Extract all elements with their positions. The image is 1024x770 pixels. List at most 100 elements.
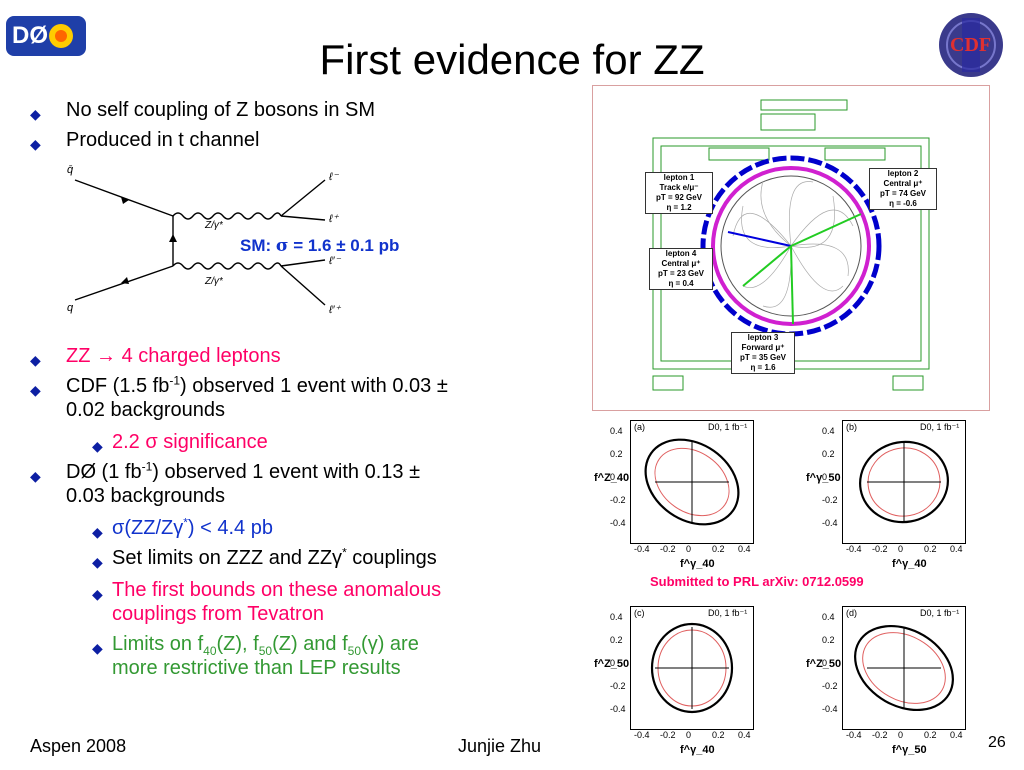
coup-text-a: Set limits on ZZZ and ZZγ: [112, 547, 343, 569]
zz-text: ZZ: [66, 345, 91, 367]
limit-text-b: ) < 4.4 pb: [187, 517, 273, 539]
subbullet-cdf-significance: ◆ 2.2 σ significance: [92, 430, 268, 454]
x-tick-label: 0: [898, 544, 904, 554]
y-tick-label: 0: [610, 472, 616, 482]
diamond-icon: ◆: [30, 136, 41, 152]
d0-sup: -1: [141, 459, 153, 474]
y-tick-label: 0.4: [822, 426, 835, 436]
slide-title: First evidence for ZZ: [319, 36, 705, 83]
x-tick-label: -0.4: [846, 730, 862, 740]
coup-text-b: couplings: [346, 547, 437, 569]
x-tick-label: 0.4: [738, 730, 751, 740]
lepton1-line: η = 1.2: [666, 203, 692, 212]
y-tick-label: -0.4: [822, 704, 838, 714]
lim-sub-2: 50: [258, 644, 273, 658]
x-tick-label: 0.2: [924, 544, 937, 554]
plot-frame: [630, 606, 754, 730]
diamond-icon: ◆: [30, 106, 41, 122]
lepton3-line: pT = 35 GeV: [739, 353, 787, 362]
subbullet-set-limits: ◆ Set limits on ZZZ and ZZγ* couplings: [92, 546, 437, 570]
cdf-logo-text: CDF: [950, 34, 992, 56]
feynman-label-boson1: Z/γ*: [205, 220, 223, 231]
x-tick-label: 0.2: [924, 730, 937, 740]
lepton4-line: lepton 4: [665, 249, 697, 258]
y-tick-label: 0.4: [822, 612, 835, 622]
x-tick-label: -0.4: [634, 544, 650, 554]
y-tick-label: 0.4: [610, 612, 623, 622]
feynman-label-lminus: ℓ⁻: [329, 171, 339, 183]
plot-tag: (b): [846, 422, 857, 432]
submitted-note: Submitted to PRL arXiv: 0712.0599: [650, 574, 864, 589]
y-tick-label: 0.2: [610, 635, 623, 645]
plot-tag: (d): [846, 608, 857, 618]
bullet-text: No self coupling of Z bosons in SM: [66, 99, 376, 121]
diamond-icon: ◆: [92, 586, 103, 602]
feynman-label-q: q: [67, 302, 74, 314]
d0-logo: DØ: [6, 10, 86, 62]
x-tick-label: -0.2: [660, 730, 676, 740]
lepton2-line: η = -0.6: [889, 199, 917, 208]
plot-ylabel: f^γ_50: [806, 472, 841, 484]
diamond-icon: ◆: [30, 382, 41, 398]
x-tick-label: -0.2: [660, 544, 676, 554]
diamond-icon: ◆: [92, 524, 103, 540]
plot-ylabel: f^Z_50: [594, 658, 630, 670]
y-tick-label: -0.4: [610, 704, 626, 714]
limit-plot-panel: (c) D0, 1 fb⁻¹ f^Z_50 f^γ_40 -0.4 -0.4 -0.2 -0.…: [590, 598, 790, 770]
cdf-text-b: ) observed 1 event with 0.03 ±: [180, 375, 448, 397]
y-tick-label: -0.4: [822, 518, 838, 528]
plot-xlabel: f^γ_40: [892, 558, 927, 570]
x-tick-label: -0.2: [872, 730, 888, 740]
bullet-t-channel: ◆ Produced in t channel: [30, 128, 259, 152]
page-number: 26: [988, 734, 1006, 751]
y-tick-label: 0.2: [822, 635, 835, 645]
d0-text-c: 0.03 backgrounds: [66, 485, 226, 507]
first-text-a: The first bounds on these anomalous: [112, 579, 442, 601]
y-tick-label: 0: [822, 472, 828, 482]
limit-plot-panel: (d) D0, 1 fb⁻¹ f^Z_50 f^γ_50 -0.4 -0.4 -0.2 -0.…: [802, 598, 1002, 770]
feynman-diagram: q̄ q ℓ⁻ ℓ⁺ ℓ′⁻ ℓ′⁺ Z/γ* Z/γ*: [55, 160, 365, 320]
plot-xlabel: f^γ_50: [892, 744, 927, 756]
feynman-label-lprime-minus: ℓ′⁻: [329, 255, 341, 267]
y-tick-label: 0.4: [610, 426, 623, 436]
lepton2-line: lepton 2: [887, 169, 919, 178]
limit-plot-panel: (b) D0, 1 fb⁻¹ f^γ_50 f^γ_40 -0.4 -0.4 -0.2 -0.…: [802, 412, 1002, 584]
plot-frame: [630, 420, 754, 544]
lepton2-box: lepton 2 Central μ⁺ pT = 74 GeV η = -0.6: [869, 168, 937, 210]
coupling-limit-plots: (a) D0, 1 fb⁻¹ f^Z_40 f^γ_40 -0.4 -0.4 -0.2 -0.…: [590, 412, 1010, 768]
subbullet-first-bounds: ◆ The first bounds on these anomalous co…: [92, 578, 562, 626]
y-tick-label: -0.2: [610, 495, 626, 505]
cdf-event-display: lepton 1 Track e/μ⁻ pT = 92 GeV η = 1.2 …: [592, 85, 990, 411]
subbullet-lep-limits: ◆ Limits on f40(Z), f50(Z) and f50(γ) ar…: [92, 632, 562, 680]
lepton2-line: Central μ⁺: [883, 179, 923, 188]
lepton3-box: lepton 3 Forward μ⁺ pT = 35 GeV η = 1.6: [731, 332, 795, 374]
diamond-icon: ◆: [92, 640, 103, 656]
x-tick-label: 0.2: [712, 730, 725, 740]
plot-ylabel: f^Z_40: [594, 472, 630, 484]
diamond-icon: ◆: [30, 352, 41, 368]
lepton4-box: lepton 4 Central μ⁺ pT = 23 GeV η = 0.4: [649, 248, 713, 290]
lim-text-a: Limits on f: [112, 633, 204, 655]
plot-xlabel: f^γ_40: [680, 744, 715, 756]
first-text-b: couplings from Tevatron: [112, 603, 324, 625]
x-tick-label: -0.2: [872, 544, 888, 554]
subbullet-xsec-limit: ◆ σ(ZZ/Zγ*) < 4.4 pb: [92, 516, 273, 540]
lim-text-c: (Z) and f: [272, 633, 348, 655]
bullet-zz-leptons: ◆ ZZ → 4 charged leptons: [30, 344, 281, 368]
d0-logo-text: DØ: [12, 22, 48, 49]
lepton3-line: Forward μ⁺: [741, 343, 785, 352]
sm-label: SM:: [240, 236, 272, 255]
y-tick-label: -0.4: [610, 518, 626, 528]
d0-text-b: ) observed 1 event with 0.13 ±: [152, 461, 421, 483]
x-tick-label: -0.4: [634, 730, 650, 740]
x-tick-label: -0.4: [846, 544, 862, 554]
footer-center: Junjie Zhu: [458, 736, 542, 756]
x-tick-label: 0.2: [712, 544, 725, 554]
lepton1-line: Track e/μ⁻: [659, 183, 699, 192]
x-tick-label: 0.4: [950, 544, 963, 554]
feynman-label-boson2: Z/γ*: [205, 276, 223, 287]
limit-sup: *: [183, 515, 188, 530]
cdf-sup: -1: [169, 373, 181, 388]
lepton1-line: lepton 1: [663, 173, 695, 182]
limit-text-a: σ(ZZ/Zγ: [112, 517, 184, 539]
